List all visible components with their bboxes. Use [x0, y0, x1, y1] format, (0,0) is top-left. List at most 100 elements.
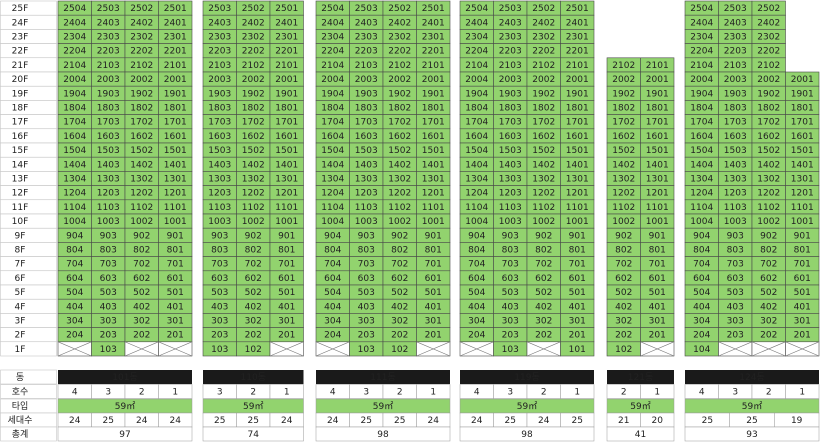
line-number: 1	[430, 388, 436, 398]
unit-number: 502	[760, 288, 777, 298]
unit-number: 2301	[422, 33, 445, 43]
unit-number: 2504	[465, 4, 488, 14]
unit-number: 2104	[465, 61, 488, 71]
line-number: 4	[699, 388, 705, 398]
unit-number: 2304	[690, 33, 713, 43]
unit-number: 302	[391, 317, 408, 327]
unit-number: 204	[324, 331, 341, 341]
unit-number: 1903	[724, 89, 747, 99]
unit-number: 1303	[724, 175, 747, 185]
unit-number: 1502	[757, 146, 780, 156]
unit-number: 302	[535, 317, 552, 327]
unit-number: 1403	[355, 160, 378, 170]
unit-number: 2202	[388, 47, 411, 57]
unit-number: 302	[760, 317, 777, 327]
unit-number: 1502	[612, 146, 635, 156]
unit-number: 603	[358, 274, 375, 284]
unit-number: 1101	[566, 203, 589, 213]
unit-number: 704	[468, 260, 485, 270]
building-name: 110동	[241, 372, 266, 383]
unit-number: 701	[278, 260, 295, 270]
unit-number: 1404	[63, 160, 86, 170]
unit-number: 702	[615, 260, 632, 270]
unit-number: 702	[133, 260, 150, 270]
unit-cell	[560, 341, 595, 357]
floor-cell	[0, 114, 57, 130]
unit-number: 2004	[465, 75, 488, 85]
total-count: 74	[248, 430, 260, 440]
line-number: 4	[330, 388, 336, 398]
unit-number: 2201	[275, 47, 298, 57]
unit-number: 602	[133, 274, 150, 284]
unit-number: 103	[502, 345, 519, 355]
unit-number: 1904	[465, 89, 488, 99]
unit-number: 801	[425, 246, 442, 256]
unit-number: 704	[66, 260, 83, 270]
unit-number: 1904	[321, 89, 344, 99]
floor-label: 23F	[12, 33, 29, 43]
unit-number: 1101	[791, 203, 814, 213]
unit-number: 1001	[791, 217, 814, 227]
unit-number: 1202	[757, 189, 780, 199]
unit-number: 501	[649, 288, 666, 298]
unit-number: 2101	[566, 61, 589, 71]
unit-number: 2001	[164, 75, 187, 85]
floor-label: 6F	[15, 274, 26, 284]
unit-number: 2103	[97, 61, 120, 71]
floor-label: 9F	[15, 231, 26, 241]
unit-number: 1501	[422, 146, 445, 156]
unit-number: 602	[391, 274, 408, 284]
unit-number: 2501	[422, 4, 445, 14]
unit-number: 1101	[422, 203, 445, 213]
unit-number: 2202	[532, 47, 555, 57]
unit-number: 1804	[690, 104, 713, 114]
unit-number: 1302	[242, 175, 265, 185]
line-number: 3	[105, 388, 111, 398]
unit-number: 1002	[532, 217, 555, 227]
unit-number: 603	[100, 274, 117, 284]
unit-number: 303	[211, 317, 228, 327]
floor-cell	[0, 199, 57, 215]
unit-number: 2204	[465, 47, 488, 57]
unit-number: 1701	[164, 118, 187, 128]
unit-number: 203	[502, 331, 519, 341]
unit-number: 204	[468, 331, 485, 341]
total-count: 41	[635, 430, 646, 440]
unit-number: 1501	[275, 146, 298, 156]
unit-number: 504	[66, 288, 83, 298]
unit-number: 201	[794, 331, 811, 341]
unit-number: 2302	[130, 33, 153, 43]
unit-number: 502	[245, 288, 262, 298]
unit-number: 104	[693, 345, 710, 355]
floor-label: 17F	[12, 118, 29, 128]
unit-number: 1403	[724, 160, 747, 170]
unit-number: 2403	[724, 18, 747, 28]
household-count: 24	[281, 416, 293, 426]
unit-number: 1004	[690, 217, 713, 227]
unit-number: 2104	[321, 61, 344, 71]
unit-number: 2303	[208, 33, 231, 43]
unit-number: 202	[133, 331, 150, 341]
unit-number: 2002	[388, 75, 411, 85]
unit-number: 1102	[612, 203, 635, 213]
floor-cell	[0, 85, 57, 101]
unit-number: 1101	[646, 203, 669, 213]
unit-number: 1704	[63, 118, 86, 128]
unit-number: 703	[358, 260, 375, 270]
unit-number: 1803	[97, 104, 120, 114]
unit-number: 801	[278, 246, 295, 256]
unit-number: 404	[693, 302, 710, 312]
unit-number: 1302	[130, 175, 153, 185]
unit-number: 1701	[422, 118, 445, 128]
unit-number: 1303	[355, 175, 378, 185]
unit-number: 2103	[724, 61, 747, 71]
building-header	[685, 370, 819, 384]
unit-number: 1603	[97, 132, 120, 142]
unit-number: 1901	[275, 89, 298, 99]
floor-cell	[0, 156, 57, 172]
unit-number: 201	[425, 331, 442, 341]
unit-number: 1801	[646, 104, 669, 114]
unit-number: 202	[391, 331, 408, 341]
unit-number: 1802	[532, 104, 555, 114]
